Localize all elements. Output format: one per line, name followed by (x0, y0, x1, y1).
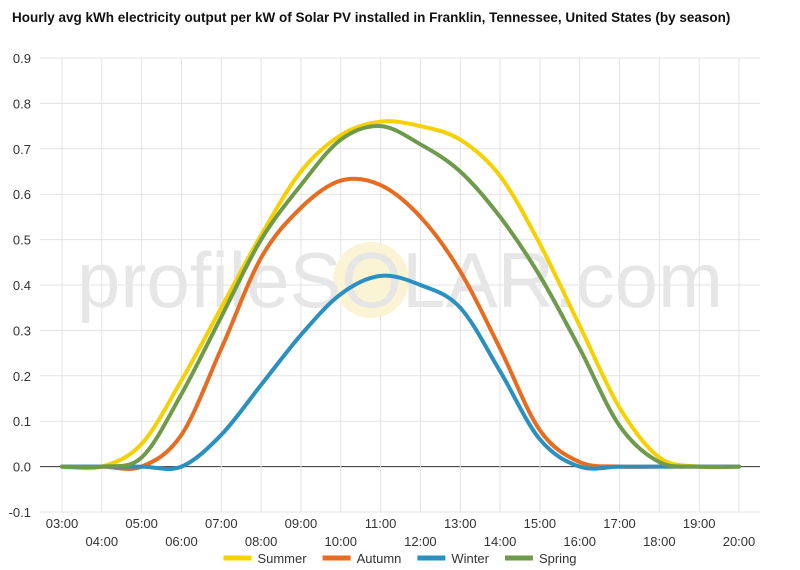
x-tick-label: 10:00 (324, 534, 357, 549)
x-tick-label: 12:00 (404, 534, 437, 549)
x-tick-label: 11:00 (365, 516, 397, 531)
x-tick-label: 17:00 (603, 516, 636, 531)
x-tick-label: 13:00 (444, 516, 477, 531)
y-tick-label: 0.9 (13, 51, 31, 66)
x-tick-label: 06:00 (165, 534, 198, 549)
legend-label-spring: Spring (539, 551, 577, 566)
x-tick-label: 18:00 (643, 534, 676, 549)
x-tick-label: 03:00 (46, 516, 79, 531)
legend-label-autumn: Autumn (357, 551, 402, 566)
x-tick-label: 07:00 (205, 516, 238, 531)
x-tick-label: 14:00 (484, 534, 517, 549)
y-tick-label: 0.7 (13, 142, 31, 157)
y-tick-label: 0.8 (13, 96, 31, 111)
y-tick-label: 0.3 (13, 323, 31, 338)
y-tick-label: 0.6 (13, 187, 31, 202)
legend-label-summer: Summer (257, 551, 307, 566)
x-tick-label: 16:00 (563, 534, 596, 549)
y-tick-label: 0.2 (13, 369, 31, 384)
series-lines (60, 119, 741, 471)
watermark-text: profileSOLAR.com (77, 236, 723, 324)
series-line-winter (60, 273, 741, 471)
x-tick-label: 08:00 (245, 534, 278, 549)
y-tick-label: 0.5 (13, 233, 31, 248)
y-tick-label: 0.4 (13, 278, 31, 293)
x-tick-label: 19:00 (683, 516, 716, 531)
watermark-sun (333, 242, 409, 318)
x-tick-label: 04:00 (86, 534, 119, 549)
x-tick-label: 20:00 (723, 534, 756, 549)
x-tick-label: 09:00 (285, 516, 318, 531)
legend: Summer Autumn Winter Spring (223, 551, 577, 566)
x-tick-label: 05:00 (125, 516, 158, 531)
series-line-summer (60, 119, 741, 471)
legend-label-winter: Winter (451, 551, 489, 566)
y-axis: 0.9 0.8 0.7 0.6 0.5 0.4 0.3 0.2 0.1 0.0 -0.1 (9, 51, 31, 520)
x-tick-label: 15:00 (524, 516, 557, 531)
y-tick-label: 0.0 (13, 460, 31, 475)
y-tick-label: 0.1 (13, 414, 31, 429)
y-tick-label: -0.1 (9, 505, 31, 520)
chart-title: Hourly avg kWh electricity output per kW… (12, 10, 731, 25)
series-line-spring (60, 124, 741, 470)
x-axis: 03:00 04:00 05:00 06:00 07:00 08:00 09:00 10:00… (46, 516, 756, 549)
watermark: profileSOLAR.com (77, 236, 723, 324)
